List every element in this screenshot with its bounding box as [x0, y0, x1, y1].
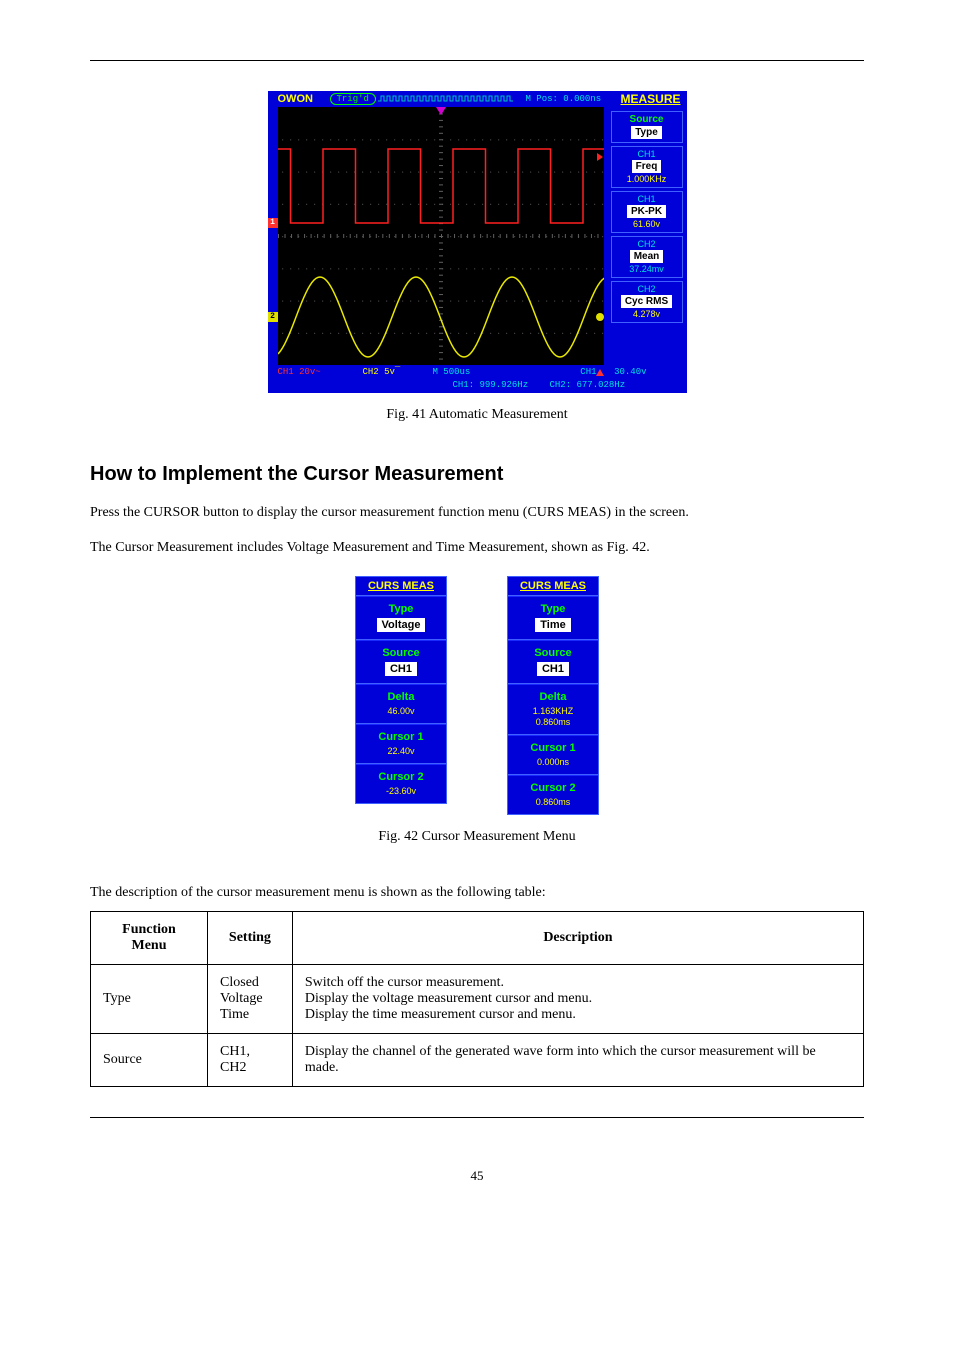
ch2-marker-icon: 2 — [268, 312, 278, 322]
slot-value: 1.000KHz — [612, 174, 682, 184]
trigger-edge-icon — [596, 369, 604, 376]
cursor-panel-title: CURS MEAS — [356, 577, 446, 596]
slot-channel: CH1 — [612, 149, 682, 159]
cell-label: Source — [508, 647, 598, 659]
table-cell: Display the channel of the generated wav… — [292, 1034, 863, 1087]
footer-rule — [90, 1117, 864, 1118]
waveform-grid — [278, 107, 604, 365]
slot-type: PK-PK — [627, 205, 666, 218]
slot-value: 4.278v — [612, 309, 682, 319]
table-cell: Switch off the cursor measurement.Displa… — [292, 965, 863, 1034]
cell-value: -23.60v — [356, 786, 446, 796]
table-intro: The description of the cursor measuremen… — [90, 885, 864, 901]
paragraph-1: Press the CURSOR button to display the c… — [90, 502, 864, 523]
cell-label: Cursor 2 — [508, 782, 598, 794]
ch1-frequency: CH1: 999.926Hz — [453, 380, 529, 390]
cell-value: 1.163KHZ — [508, 706, 598, 716]
cursor-panels-row: CURS MEAS Type Voltage Source CH1 Delta 46.00v… — [90, 576, 864, 815]
trigger-source: CH1 — [580, 367, 596, 377]
measure-slot-2[interactable]: CH1PK-PK61.60v — [611, 191, 683, 233]
ch2-scale: CH2 5v¯ — [363, 367, 401, 377]
table-cell: Source — [91, 1034, 208, 1087]
page-number: 45 — [90, 1168, 864, 1184]
cursor-panel-1: CURS MEASTypeTimeSourceCH1Delta1.163KHZ0… — [507, 576, 599, 815]
cell-label: Delta — [508, 691, 598, 703]
figure-41-caption: Fig. 41 Automatic Measurement — [90, 407, 864, 423]
cursor-cell-4: Cursor 2 0.860ms — [508, 775, 598, 814]
cell-value-box: CH1 — [537, 662, 569, 676]
figure-42-caption: Fig. 42 Cursor Measurement Menu — [90, 829, 864, 845]
table-cell: ClosedVoltageTime — [208, 965, 293, 1034]
slot-type: Cyc RMS — [621, 295, 672, 308]
measure-slot-3[interactable]: CH2Mean37.24mv — [611, 236, 683, 278]
cell-value: 0.000ns — [508, 757, 598, 767]
cursor-panel-0: CURS MEAS Type Voltage Source CH1 Delta 46.00v… — [355, 576, 447, 804]
measure-side-menu: SourceTypeCH1Freq1.000KHzCH1PK-PK61.60vC… — [611, 111, 683, 323]
cursor-cell-3: Cursor 1 22.40v — [356, 724, 446, 764]
slot-type: Freq — [632, 160, 662, 173]
cursor-cell-4: Cursor 2 -23.60v — [356, 764, 446, 803]
table-row: SourceCH1, CH2Display the channel of the… — [91, 1034, 864, 1087]
cursor-cell-2: Delta 1.163KHZ0.860ms — [508, 684, 598, 735]
cursor-cell-0[interactable]: Type Voltage — [356, 596, 446, 640]
cell-label: Delta — [356, 691, 446, 703]
cell-value: 22.40v — [356, 746, 446, 756]
oscilloscope-screenshot: OWON Trig'd M Pos: 0.000ns MEASURE 1 2 S… — [268, 91, 687, 393]
slot-value: 61.60v — [612, 219, 682, 229]
table-header: Description — [292, 912, 863, 965]
slot-value: 37.24mv — [612, 264, 682, 274]
cursor-cell-1[interactable]: Source CH1 — [508, 640, 598, 684]
slot-channel: CH2 — [612, 239, 682, 249]
ch1-scale: CH1 20v~ — [278, 367, 321, 377]
section-heading: How to Implement the Cursor Measurement — [90, 463, 864, 486]
m-position: M Pos: 0.000ns — [526, 94, 602, 104]
cell-label: Cursor 2 — [356, 771, 446, 783]
slot-channel: CH1 — [612, 194, 682, 204]
cursor-menu-table: Function MenuSettingDescription TypeClos… — [90, 911, 864, 1087]
slot-channel: CH2 — [612, 284, 682, 294]
cell-label: Source — [356, 647, 446, 659]
cell-value-box: Time — [535, 618, 570, 632]
cursor-panel-title: CURS MEAS — [508, 577, 598, 596]
cell-value: 0.860ms — [508, 797, 598, 807]
top-buffer-icon — [378, 95, 513, 103]
table-cell: CH1, CH2 — [208, 1034, 293, 1087]
ch1-marker-icon: 1 — [268, 218, 278, 228]
measure-slot-1[interactable]: CH1Freq1.000KHz — [611, 146, 683, 188]
table-header: Function Menu — [91, 912, 208, 965]
cursor-cell-2: Delta 46.00v — [356, 684, 446, 724]
table-cell: Type — [91, 965, 208, 1034]
cell-label: Cursor 1 — [508, 742, 598, 754]
table-row: TypeClosedVoltageTimeSwitch off the curs… — [91, 965, 864, 1034]
table-header: Setting — [208, 912, 293, 965]
cell-value-box: Voltage — [377, 618, 426, 632]
cell-label: Type — [356, 603, 446, 615]
paragraph-2: The Cursor Measurement includes Voltage … — [90, 537, 864, 558]
cell-value-box: CH1 — [385, 662, 417, 676]
cell-label: Type — [508, 603, 598, 615]
trigger-level: 30.40v — [614, 367, 646, 377]
measure-slot-0[interactable]: SourceType — [611, 111, 683, 143]
timebase: M 500us — [433, 367, 471, 377]
cursor-cell-3: Cursor 1 0.000ns — [508, 735, 598, 775]
slot-type: Type — [631, 126, 662, 139]
cell-label: Cursor 1 — [356, 731, 446, 743]
ch2-frequency: CH2: 677.028Hz — [550, 380, 626, 390]
cursor-cell-1[interactable]: Source CH1 — [356, 640, 446, 684]
scope-logo: OWON — [278, 93, 313, 105]
cell-value-2: 0.860ms — [508, 717, 598, 727]
measure-slot-4[interactable]: CH2Cyc RMS4.278v — [611, 281, 683, 323]
slot-label: Source — [612, 114, 682, 125]
slot-type: Mean — [630, 250, 664, 263]
trigger-status: Trig'd — [330, 93, 376, 105]
measure-title: MEASURE — [620, 92, 680, 106]
cell-value: 46.00v — [356, 706, 446, 716]
cursor-cell-0[interactable]: Type Time — [508, 596, 598, 640]
header-rule — [90, 60, 864, 61]
